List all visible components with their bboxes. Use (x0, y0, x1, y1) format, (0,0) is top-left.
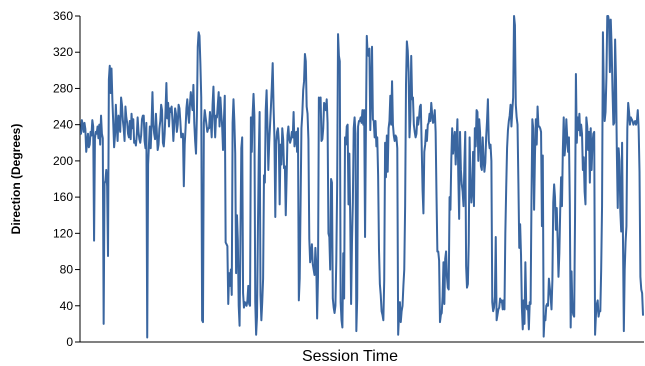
y-tick-label: 280 (53, 81, 73, 95)
y-tick-label: 40 (60, 299, 74, 313)
series-line (80, 15, 644, 339)
y-axis-title: Direction (Degrees) (9, 124, 23, 235)
y-tick-label: 0 (66, 335, 73, 349)
y-tick-label: 80 (60, 263, 74, 277)
y-tick-label: 360 (53, 9, 73, 23)
y-tick-label: 320 (53, 45, 73, 59)
y-tick-label: 200 (53, 154, 73, 168)
y-axis-ticks: 0 40 80 120 160 200 240 280 320 360 (53, 9, 80, 349)
x-axis-title: Session Time (302, 348, 398, 365)
y-tick-label: 160 (53, 190, 73, 204)
y-tick-label: 240 (53, 118, 73, 132)
y-tick-label: 120 (53, 226, 73, 240)
